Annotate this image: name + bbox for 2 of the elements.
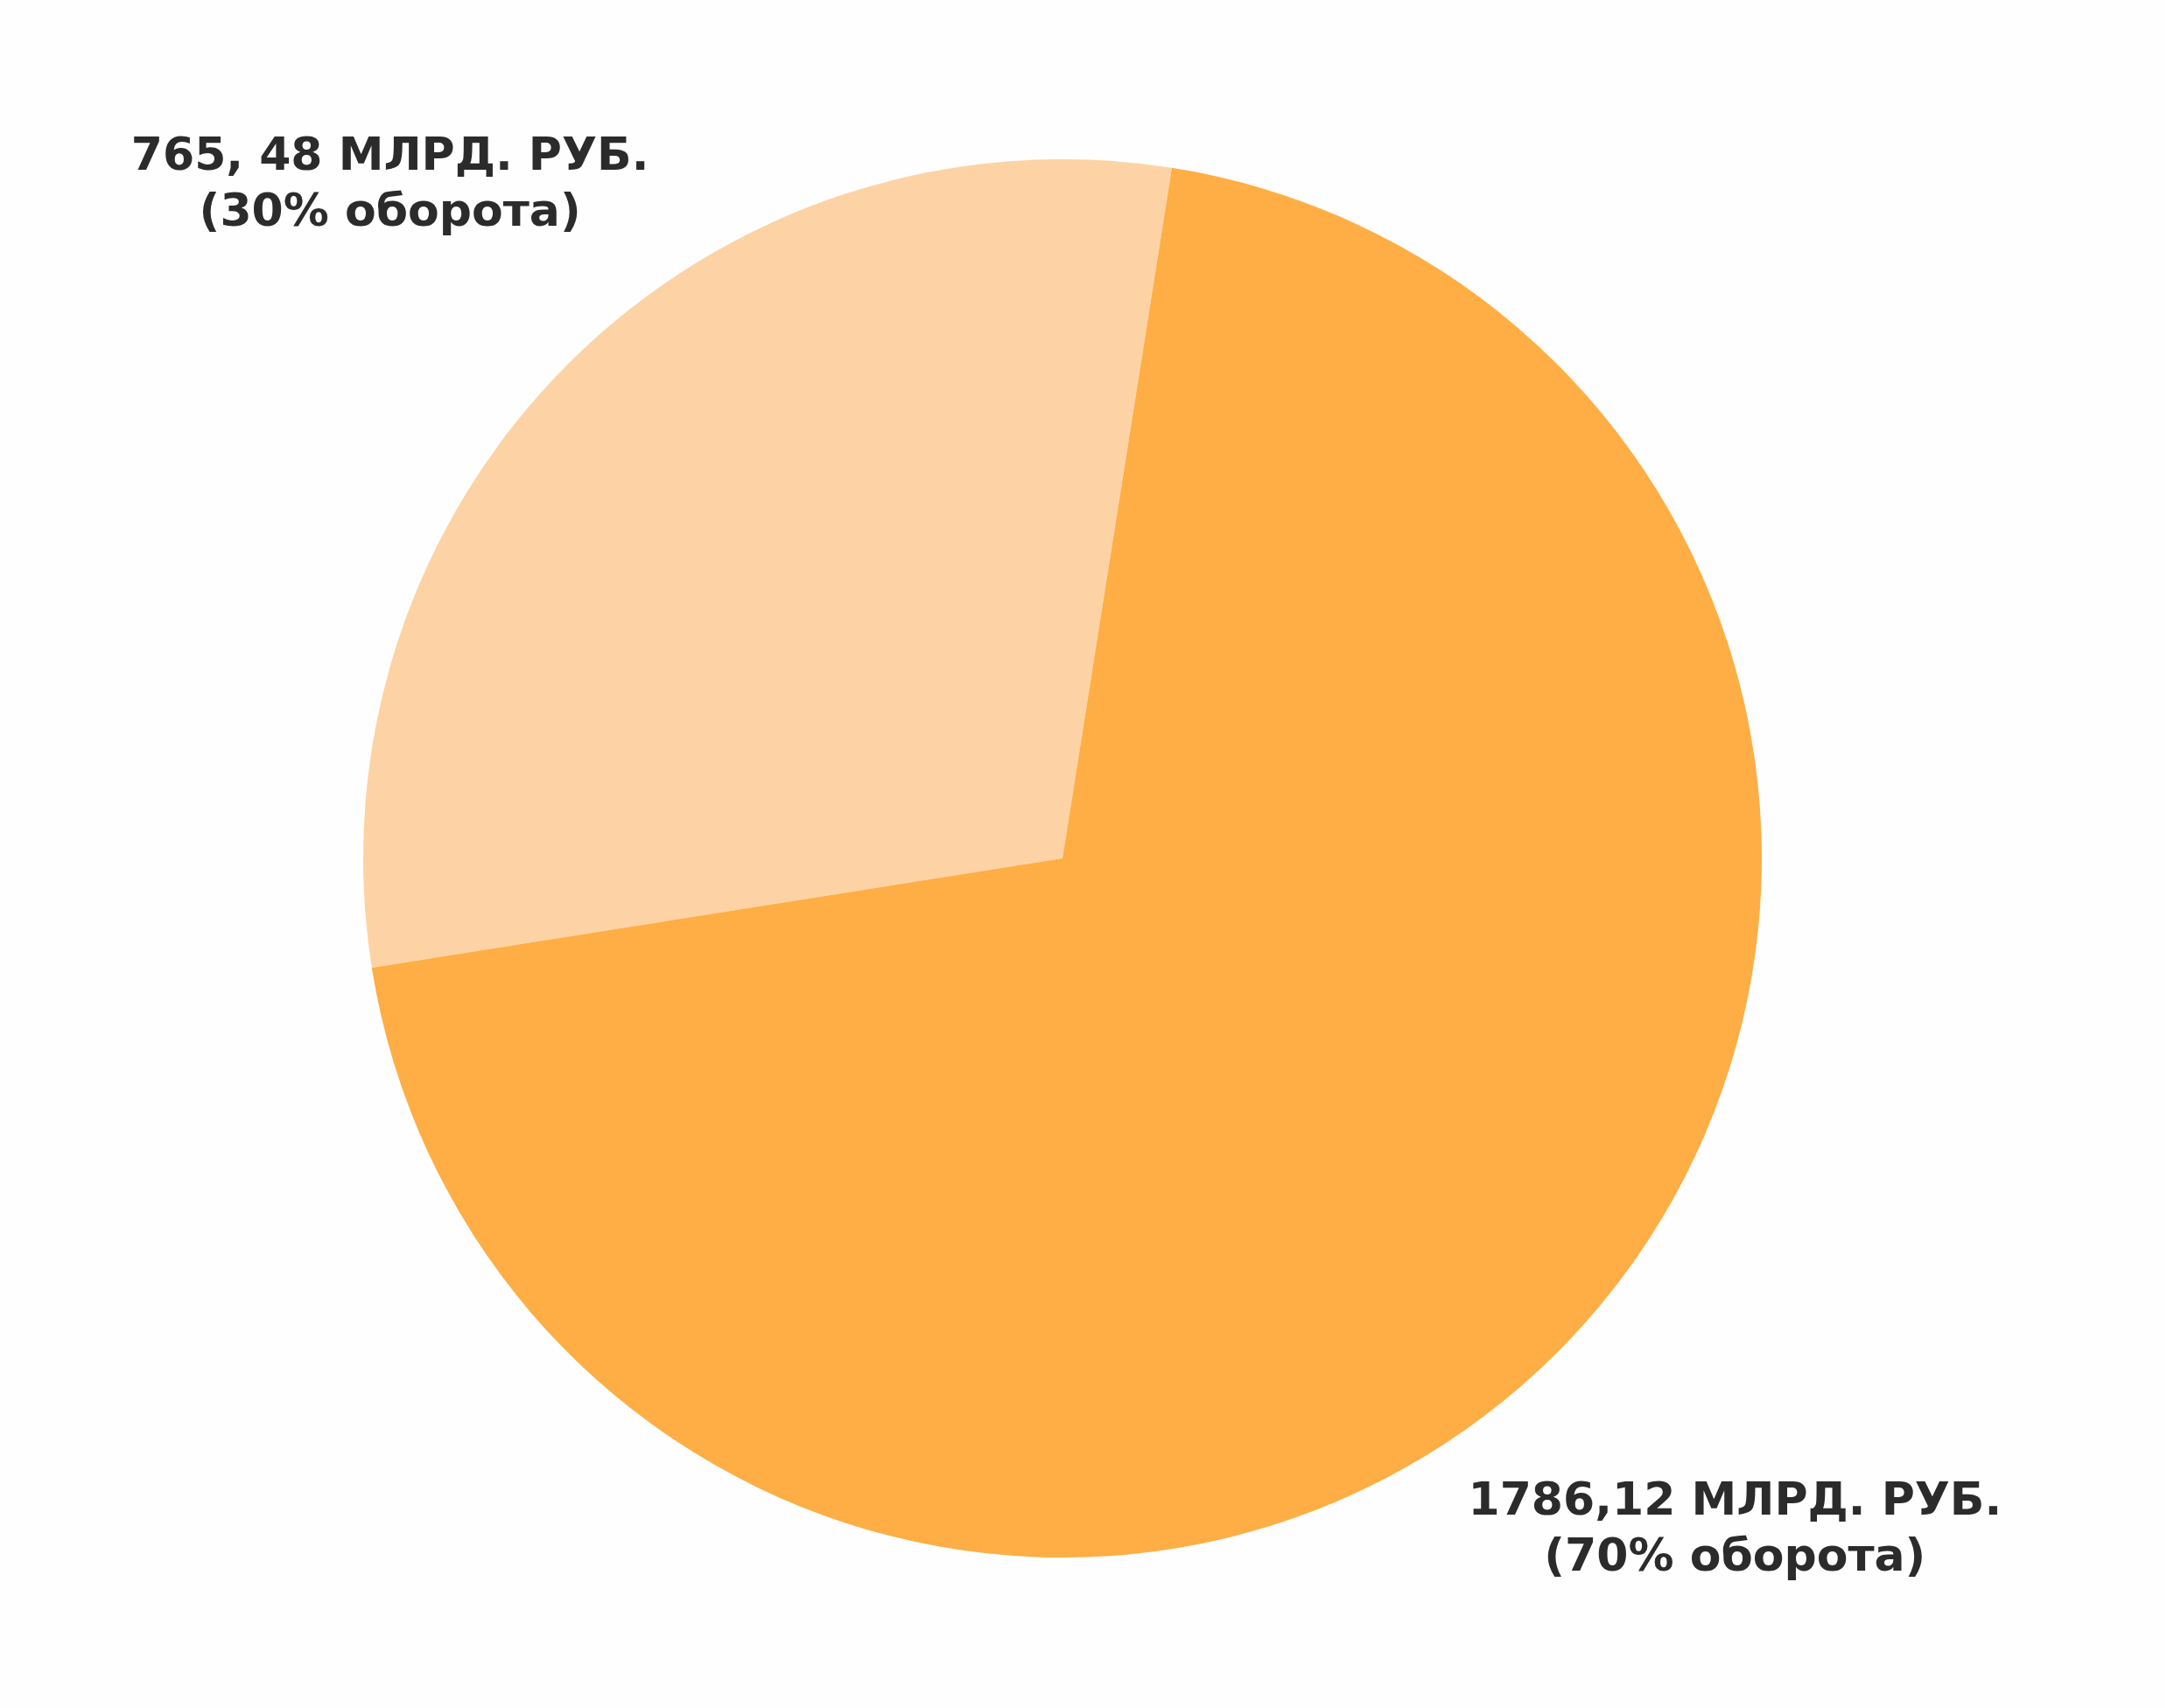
data-label: 765, 48 МЛРД. РУБ. (30% оборота)	[130, 128, 649, 237]
data-label: 1786,12 МЛРД. РУБ. (70% оборота)	[1468, 1472, 2002, 1581]
